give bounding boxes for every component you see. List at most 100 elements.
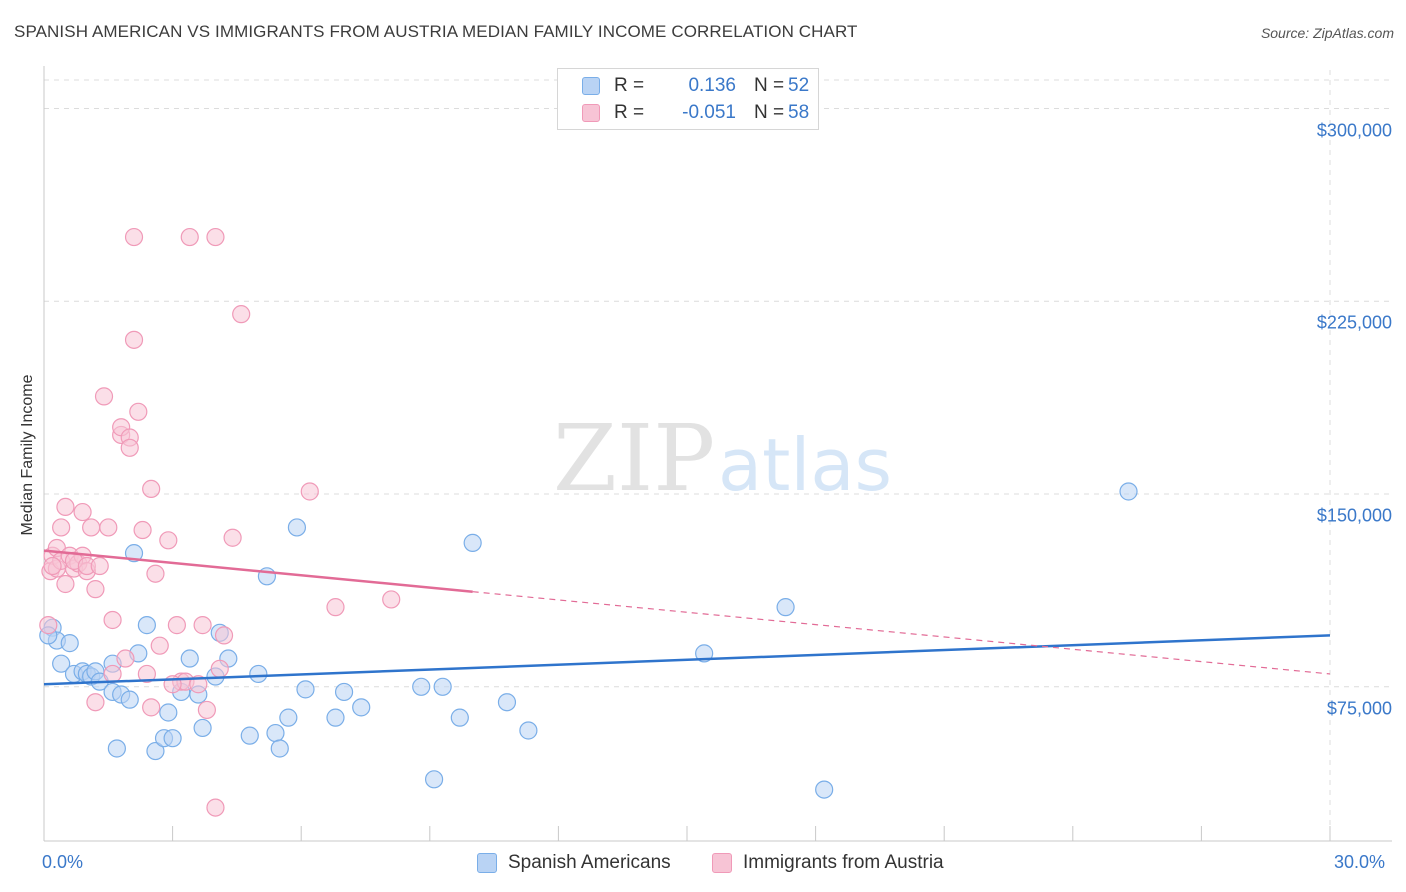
data-point xyxy=(240,726,259,745)
x-tick-label-max: 30.0% xyxy=(1334,852,1386,872)
data-point xyxy=(133,520,152,540)
axes xyxy=(43,66,1392,842)
watermark-zip: ZIP xyxy=(553,405,715,512)
data-point xyxy=(450,708,469,727)
data-point xyxy=(232,305,251,324)
legend-item-spanish-americans[interactable]: Spanish Americans xyxy=(477,852,671,874)
legend-item-immigrants-from-austria[interactable]: Immigrants from Austria xyxy=(712,852,944,874)
data-point xyxy=(180,649,199,668)
legend-n-value: 58 xyxy=(788,102,810,123)
data-point xyxy=(223,528,242,547)
series-spanish-americans xyxy=(39,482,1138,799)
legend-r-label: R = xyxy=(614,75,645,96)
data-point xyxy=(695,644,714,663)
data-point xyxy=(180,227,199,247)
data-point xyxy=(326,598,345,617)
data-point xyxy=(424,770,444,789)
data-point xyxy=(197,700,216,720)
data-point xyxy=(776,598,795,617)
data-point xyxy=(94,387,114,406)
data-point xyxy=(433,677,452,696)
data-point xyxy=(300,482,319,501)
data-point xyxy=(1119,482,1138,501)
data-point xyxy=(296,680,315,699)
data-point xyxy=(116,649,135,668)
data-point xyxy=(90,556,109,576)
data-point xyxy=(352,698,371,717)
data-point xyxy=(56,574,75,594)
data-point xyxy=(56,497,75,516)
watermark: ZIP atlas xyxy=(553,405,892,512)
y-tick-label: $75,000 xyxy=(1326,698,1392,719)
series-immigrants-from-austria xyxy=(39,227,401,817)
y-tick-label: $225,000 xyxy=(1316,312,1392,333)
legend-r-value: -0.051 xyxy=(682,102,736,123)
trend-line xyxy=(43,549,473,593)
legend-label: Spanish Americans xyxy=(508,852,671,873)
data-point xyxy=(214,626,234,645)
data-point xyxy=(249,664,268,684)
data-point xyxy=(52,518,71,537)
y-tick-label: $150,000 xyxy=(1316,505,1392,526)
data-point xyxy=(103,664,122,684)
data-point xyxy=(124,227,144,247)
data-point xyxy=(150,636,169,655)
trend-line xyxy=(43,634,1331,686)
legend-label: Immigrants from Austria xyxy=(743,852,944,873)
data-point xyxy=(382,590,401,609)
y-tick-label: $300,000 xyxy=(1316,120,1392,141)
legend-swatch-blue xyxy=(582,77,600,95)
chart-title: SPANISH AMERICAN VS IMMIGRANTS FROM AUST… xyxy=(14,22,858,41)
data-point xyxy=(124,330,144,349)
data-point xyxy=(206,227,225,247)
data-point xyxy=(86,580,105,599)
watermark-atlas: atlas xyxy=(718,423,892,507)
data-point xyxy=(103,610,122,630)
data-point xyxy=(120,438,139,457)
data-point xyxy=(497,693,517,712)
data-point xyxy=(137,616,156,635)
data-point xyxy=(163,729,182,748)
data-point xyxy=(210,659,229,678)
data-point xyxy=(99,518,118,537)
legend-r-value: 0.136 xyxy=(688,75,736,96)
legend-n-value: 52 xyxy=(788,75,810,96)
data-point xyxy=(206,798,225,817)
legend-swatch-blue xyxy=(477,853,497,873)
data-point xyxy=(412,677,431,696)
data-point xyxy=(815,780,834,799)
legend-row-spanish-americans: R = 0.136 N = 52 xyxy=(582,73,809,99)
data-point xyxy=(334,682,354,702)
data-point xyxy=(120,690,139,709)
data-point xyxy=(86,693,105,712)
x-tick-label-min: 0.0% xyxy=(42,852,84,872)
data-point xyxy=(326,708,345,727)
data-point xyxy=(43,556,62,576)
correlation-legend: R = 0.136 N = 52 R = -0.051 N = 58 xyxy=(557,68,819,130)
data-point xyxy=(39,616,58,635)
gridlines xyxy=(44,70,1392,841)
data-point xyxy=(146,564,165,583)
data-point xyxy=(137,664,156,684)
data-point xyxy=(107,739,126,758)
data-point xyxy=(266,723,285,743)
source-label: Source: ZipAtlas.com xyxy=(1260,25,1394,41)
data-point xyxy=(60,634,79,653)
trend-lines xyxy=(43,549,1331,686)
data-point xyxy=(52,654,71,673)
data-point xyxy=(193,718,212,738)
data-point xyxy=(159,703,178,722)
legend-n-label: N = xyxy=(754,75,785,96)
data-point xyxy=(463,533,482,552)
data-point xyxy=(82,518,101,537)
data-point xyxy=(142,479,161,499)
data-point xyxy=(159,531,178,550)
data-point xyxy=(193,616,212,635)
data-point xyxy=(167,616,186,635)
legend-swatch-pink xyxy=(712,853,732,873)
legend-n-label: N = xyxy=(754,102,785,123)
data-point xyxy=(270,739,289,758)
data-point xyxy=(73,502,92,522)
data-point xyxy=(519,721,538,740)
